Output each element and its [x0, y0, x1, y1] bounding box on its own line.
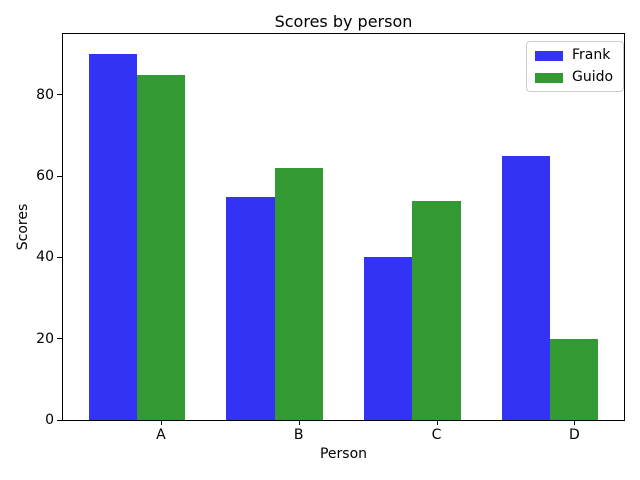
legend-swatch-frank-icon — [535, 50, 563, 61]
bar-frank-c — [364, 257, 413, 420]
y-tick-label: 20 — [36, 330, 54, 347]
x-tick-label: B — [293, 427, 304, 443]
x-tick-label: C — [431, 427, 442, 443]
y-tick-label: 40 — [36, 249, 54, 266]
legend-item-guido: Guido — [535, 70, 613, 85]
legend-item-frank: Frank — [535, 48, 613, 63]
legend-label-guido: Guido — [572, 69, 614, 85]
legend: Frank Guido — [526, 41, 625, 92]
legend-label-frank: Frank — [572, 47, 611, 63]
x-tick-label: A — [156, 427, 166, 443]
x-tick-label: D — [568, 427, 580, 443]
legend-swatch-guido-icon — [535, 72, 563, 83]
bar-frank-a — [88, 54, 137, 420]
x-axis-label: Person — [319, 446, 368, 462]
bar-frank-b — [226, 196, 275, 420]
y-tick-label: 80 — [36, 86, 54, 103]
plot-area — [62, 33, 625, 421]
y-tick-label: 60 — [36, 168, 54, 185]
bar-frank-d — [502, 155, 551, 420]
bar-guido-d — [550, 338, 599, 420]
y-tick-label: 0 — [45, 412, 54, 428]
chart-title: Scores by person — [274, 12, 413, 31]
bar-guido-c — [412, 200, 461, 420]
bar-guido-b — [274, 168, 323, 420]
bar-guido-a — [136, 74, 185, 420]
y-axis-label: Scores — [15, 203, 31, 251]
